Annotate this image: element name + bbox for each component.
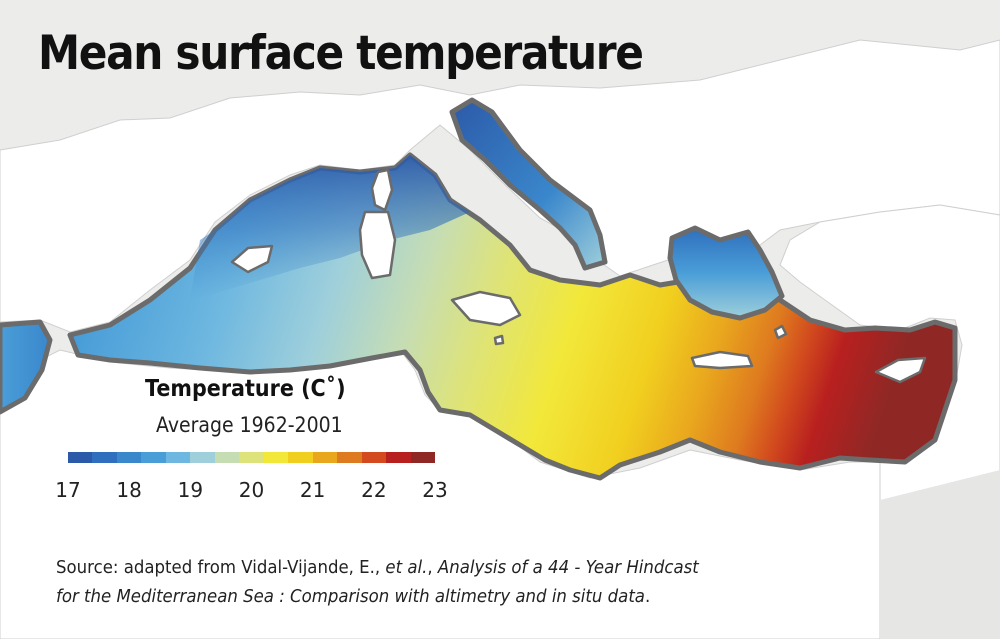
sea-aegean bbox=[667, 225, 785, 321]
sea-adriatic bbox=[449, 97, 608, 271]
color-scale-segment bbox=[386, 452, 411, 463]
color-scale-segment bbox=[141, 452, 166, 463]
color-scale-segment bbox=[312, 452, 338, 463]
source-prefix: Source: adapted from Vidal-Vijande, E., bbox=[56, 557, 386, 578]
color-scale-segment bbox=[92, 452, 117, 463]
island-malta bbox=[493, 334, 505, 346]
legend-subtitle: Average 1962-2001 bbox=[156, 413, 343, 437]
tick-label: 20 bbox=[238, 478, 265, 502]
legend-title: Temperature (C˚) bbox=[145, 376, 346, 402]
tick-label: 18 bbox=[116, 478, 142, 502]
tick-label: 22 bbox=[361, 478, 387, 502]
sea-atlantic bbox=[0, 319, 53, 415]
color-scale-ticks: 17 18 19 20 21 22 23 bbox=[0, 478, 1000, 508]
color-scale-segment bbox=[263, 452, 289, 463]
source-line-1: Source: adapted from Vidal-Vijande, E., … bbox=[56, 553, 699, 582]
source-line-2: for the Mediterranean Sea : Comparison w… bbox=[56, 582, 699, 611]
source-etal: et al. bbox=[385, 557, 428, 578]
islands bbox=[230, 168, 927, 384]
color-scale-segment bbox=[116, 452, 142, 463]
color-scale-segment bbox=[410, 452, 436, 463]
land-gray-area bbox=[880, 470, 1000, 639]
map-title: Mean surface temperature bbox=[38, 26, 644, 81]
source-period: . bbox=[644, 586, 651, 607]
color-scale-segment bbox=[165, 452, 191, 463]
color-scale-segment bbox=[288, 452, 313, 463]
island-sardinia bbox=[358, 210, 397, 280]
color-scale-segment bbox=[214, 452, 240, 463]
tick-label: 17 bbox=[55, 478, 81, 502]
source-note: Source: adapted from Vidal-Vijande, E., … bbox=[56, 553, 699, 611]
color-scale-segment bbox=[190, 452, 215, 463]
island-corsica bbox=[370, 168, 394, 212]
color-scale-segment bbox=[68, 452, 93, 463]
color-scale-bar bbox=[68, 452, 436, 463]
island-sicily bbox=[450, 290, 522, 327]
island-balearic bbox=[230, 244, 274, 274]
tick-label: 21 bbox=[299, 478, 326, 502]
color-scale-segment bbox=[239, 452, 264, 463]
island-rhodes bbox=[773, 324, 788, 340]
tick-label: 23 bbox=[422, 478, 448, 502]
source-separator: , bbox=[427, 557, 438, 578]
source-title-part1: Analysis of a 44 - Year Hindcast bbox=[437, 557, 699, 578]
island-crete bbox=[690, 350, 754, 370]
color-scale-segment bbox=[361, 452, 387, 463]
tick-label: 19 bbox=[177, 478, 204, 502]
source-title-part2: for the Mediterranean Sea : Comparison w… bbox=[56, 586, 645, 607]
color-scale-segment bbox=[337, 452, 362, 463]
island-cyprus bbox=[874, 356, 927, 384]
